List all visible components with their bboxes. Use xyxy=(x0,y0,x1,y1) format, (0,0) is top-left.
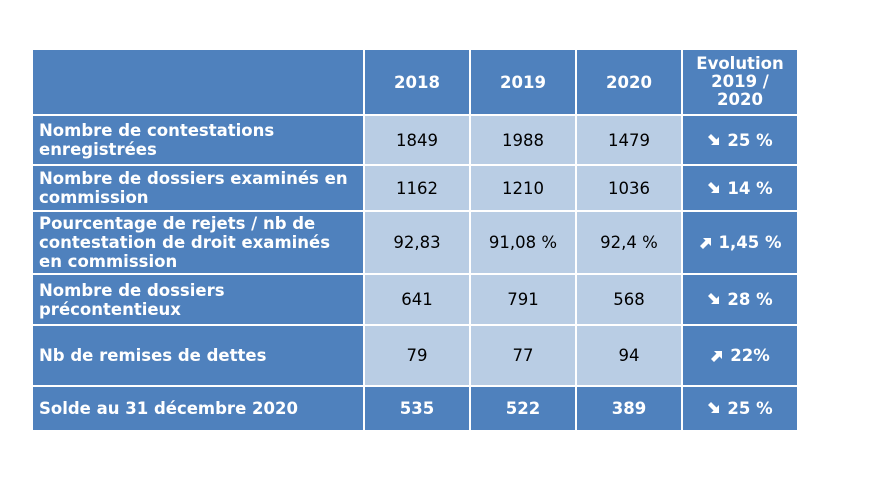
header-corner-cell xyxy=(31,48,365,116)
statistics-table: 2018 2019 2020 Evolution 2019 / 2020 Nom… xyxy=(31,48,799,432)
row-label: Nombre de dossiers précontentieux xyxy=(31,273,365,326)
table-row: Nombre de contestations enregistrées 184… xyxy=(31,114,799,166)
table-row: Solde au 31 décembre 2020 535 522 389 25… xyxy=(31,385,799,432)
evolution-cell: 25 % xyxy=(681,385,799,432)
value-2020: 568 xyxy=(575,273,683,326)
table-row: Nombre de dossiers examinés en commissio… xyxy=(31,164,799,212)
evolution-value: 22% xyxy=(730,346,770,365)
table-row: Pourcentage de rejets / nb de contestati… xyxy=(31,210,799,275)
value-2020: 389 xyxy=(575,385,683,432)
value-2019: 1988 xyxy=(469,114,577,166)
evolution-cell: 1,45 % xyxy=(681,210,799,275)
down-arrow-icon xyxy=(707,401,722,416)
header-evolution: Evolution 2019 / 2020 xyxy=(681,48,799,116)
row-label: Nb de remises de dettes xyxy=(31,324,365,387)
value-2020: 1036 xyxy=(575,164,683,212)
header-row: 2018 2019 2020 Evolution 2019 / 2020 xyxy=(31,48,799,116)
value-2018: 535 xyxy=(363,385,471,432)
value-2019: 77 xyxy=(469,324,577,387)
up-arrow-icon xyxy=(710,348,725,363)
value-2019: 791 xyxy=(469,273,577,326)
header-year-2020: 2020 xyxy=(575,48,683,116)
up-arrow-icon xyxy=(699,235,714,250)
value-2020: 94 xyxy=(575,324,683,387)
value-2018: 1162 xyxy=(363,164,471,212)
value-2018: 79 xyxy=(363,324,471,387)
value-2019: 91,08 % xyxy=(469,210,577,275)
table-row: Nombre de dossiers précontentieux 641 79… xyxy=(31,273,799,326)
value-2020: 92,4 % xyxy=(575,210,683,275)
evolution-cell: 28 % xyxy=(681,273,799,326)
evolution-cell: 25 % xyxy=(681,114,799,166)
row-label: Solde au 31 décembre 2020 xyxy=(31,385,365,432)
down-arrow-icon xyxy=(707,133,722,148)
table-row: Nb de remises de dettes 79 77 94 22% xyxy=(31,324,799,387)
value-2019: 1210 xyxy=(469,164,577,212)
evolution-cell: 22% xyxy=(681,324,799,387)
row-label: Pourcentage de rejets / nb de contestati… xyxy=(31,210,365,275)
evolution-value: 25 % xyxy=(727,399,773,418)
value-2019: 522 xyxy=(469,385,577,432)
value-2018: 1849 xyxy=(363,114,471,166)
evolution-value: 1,45 % xyxy=(718,233,782,252)
evolution-value: 28 % xyxy=(727,290,773,309)
evolution-value: 25 % xyxy=(727,130,773,150)
header-year-2019: 2019 xyxy=(469,48,577,116)
value-2018: 92,83 xyxy=(363,210,471,275)
evolution-value: 14 % xyxy=(727,178,773,198)
evolution-cell: 14 % xyxy=(681,164,799,212)
down-arrow-icon xyxy=(707,181,722,196)
down-arrow-icon xyxy=(707,292,722,307)
value-2018: 641 xyxy=(363,273,471,326)
value-2020: 1479 xyxy=(575,114,683,166)
row-label: Nombre de contestations enregistrées xyxy=(31,114,365,166)
header-year-2018: 2018 xyxy=(363,48,471,116)
row-label: Nombre de dossiers examinés en commissio… xyxy=(31,164,365,212)
